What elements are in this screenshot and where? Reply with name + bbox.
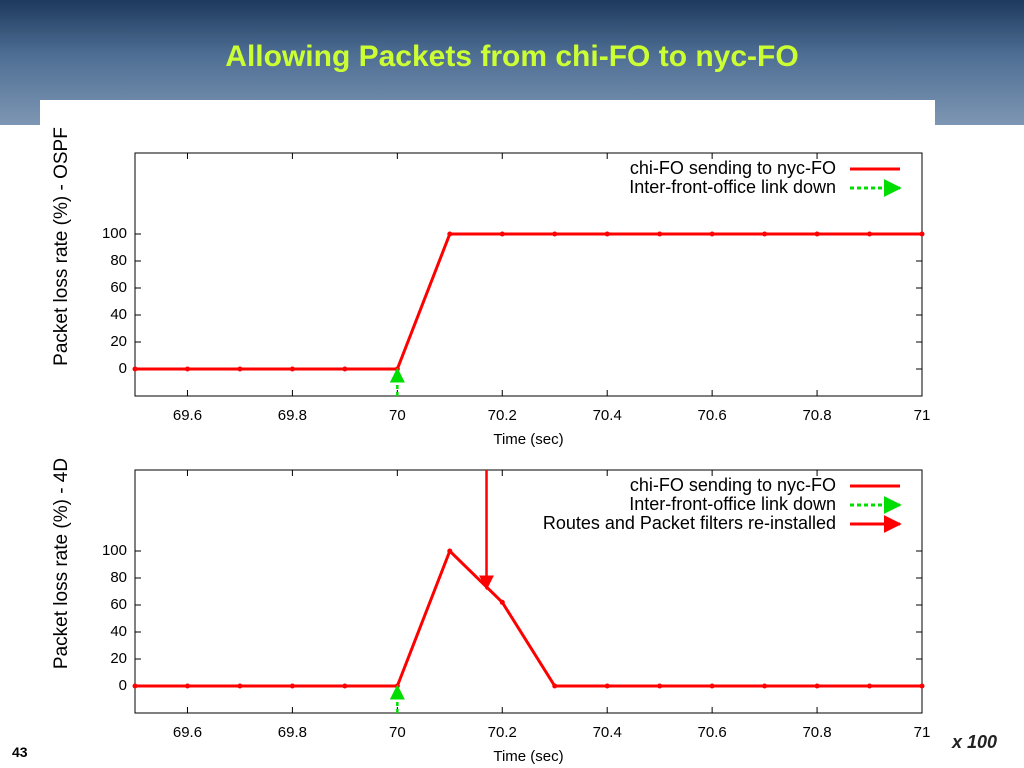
legend-label: Routes and Packet filters re-installed: [543, 513, 836, 533]
legend-label: Inter-front-office link down: [629, 494, 836, 514]
data-point: [867, 683, 873, 689]
y-tick-label: 80: [110, 569, 127, 586]
x-tick-label: 69.6: [173, 724, 202, 741]
x-tick-label: 71: [914, 407, 931, 424]
data-point: [552, 683, 558, 689]
legend-label: Inter-front-office link down: [629, 177, 836, 197]
data-point: [132, 683, 138, 689]
y-tick-label: 0: [119, 360, 127, 377]
data-point: [184, 683, 190, 689]
data-point: [762, 683, 768, 689]
data-point: [237, 683, 243, 689]
x-tick-label: 70.4: [593, 724, 622, 741]
x-tick-label: 70.8: [802, 724, 831, 741]
plot-frame: [134, 152, 923, 397]
y-tick-label: 20: [110, 650, 127, 667]
x-tick-label: 71: [914, 724, 931, 741]
x-tick-label: 70.2: [488, 407, 517, 424]
data-point: [289, 683, 295, 689]
data-point: [552, 231, 558, 237]
data-point: [499, 231, 505, 237]
y-axis-label: Packet loss rate (%) - 4D: [51, 458, 72, 669]
data-point: [814, 683, 820, 689]
legend-label: chi-FO sending to nyc-FO: [630, 475, 836, 495]
data-point: [394, 683, 400, 689]
y-tick-label: 100: [102, 542, 127, 559]
y-axis-label: Packet loss rate (%) - OSPF: [51, 127, 72, 366]
x-tick-label: 70: [389, 724, 406, 741]
data-point: [447, 548, 453, 554]
y-tick-label: 60: [110, 279, 127, 296]
data-point: [447, 231, 453, 237]
x-tick-label: 69.6: [173, 407, 202, 424]
data-point: [657, 683, 663, 689]
x-axis-label: Time (sec): [493, 431, 563, 448]
x-tick-label: 69.8: [278, 724, 307, 741]
x-tick-label: 70: [389, 407, 406, 424]
x-tick-label: 69.8: [278, 407, 307, 424]
y-tick-label: 20: [110, 333, 127, 350]
logo: x 100: [952, 732, 998, 752]
data-point: [289, 366, 295, 372]
data-point: [814, 231, 820, 237]
data-point: [604, 231, 610, 237]
y-tick-label: 60: [110, 596, 127, 613]
x-axis-label: Time (sec): [493, 748, 563, 765]
plot-frame: [134, 469, 923, 714]
y-tick-label: 0: [119, 677, 127, 694]
data-point: [394, 366, 400, 372]
data-point: [709, 231, 715, 237]
x-tick-label: 70.8: [802, 407, 831, 424]
data-point: [132, 366, 138, 372]
slide-title: Allowing Packets from chi-FO to nyc-FO: [225, 40, 799, 73]
x-tick-label: 70.2: [488, 724, 517, 741]
y-tick-label: 40: [110, 306, 127, 323]
legend-label: chi-FO sending to nyc-FO: [630, 158, 836, 178]
data-point: [657, 231, 663, 237]
data-point: [499, 599, 505, 605]
series-line: [135, 548, 922, 688]
series-line: [135, 232, 922, 371]
data-point: [867, 231, 873, 237]
y-tick-label: 100: [102, 225, 127, 242]
y-tick-label: 40: [110, 623, 127, 640]
data-point: [919, 683, 925, 689]
data-point: [342, 683, 348, 689]
data-point: [709, 683, 715, 689]
data-point: [762, 231, 768, 237]
page-number: 43: [12, 744, 28, 760]
data-point: [919, 231, 925, 237]
y-tick-label: 80: [110, 252, 127, 269]
x-tick-label: 70.6: [698, 724, 727, 741]
data-point: [604, 683, 610, 689]
x-tick-label: 70.6: [698, 407, 727, 424]
data-point: [342, 366, 348, 372]
x-tick-label: 70.4: [593, 407, 622, 424]
data-point: [237, 366, 243, 372]
chart-background: [40, 100, 935, 768]
data-point: [184, 366, 190, 372]
